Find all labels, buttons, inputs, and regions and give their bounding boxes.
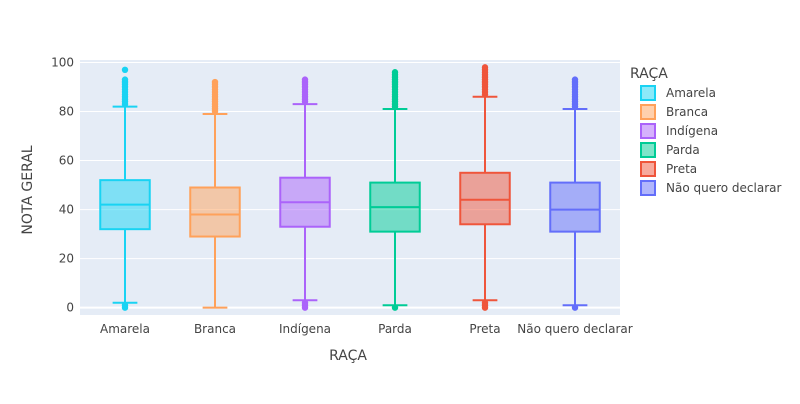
outlier-point (121, 66, 129, 74)
outlier-point (571, 76, 579, 83)
legend-title: RAÇA (630, 66, 668, 82)
legend-label: Branca (666, 105, 708, 119)
legend-swatch (640, 142, 656, 158)
box-trace-0 (99, 66, 151, 311)
legend-swatch (640, 85, 656, 101)
x-tick-label: Amarela (100, 322, 150, 336)
x-tick-label: Indígena (279, 322, 331, 336)
box-trace-3 (369, 69, 421, 311)
x-axis-title: RAÇA (329, 348, 367, 364)
legend-item[interactable]: Preta (640, 161, 697, 177)
outlier-point (121, 76, 129, 83)
y-axis-title: NOTA GERAL (20, 145, 36, 234)
y-tick-label: 0 (66, 301, 74, 315)
outlier-point (121, 301, 129, 309)
legend-swatch (640, 123, 656, 139)
box-traces (99, 64, 601, 311)
legend: RAÇA Amarela Branca Indígena Parda Preta Não … (630, 66, 781, 196)
x-tick-label: Preta (469, 322, 500, 336)
y-tick-label: 20 (59, 252, 74, 266)
outlier-point (301, 76, 309, 83)
outlier-point (391, 304, 399, 311)
legend-item[interactable]: Branca (640, 104, 708, 120)
legend-label: Indígena (666, 124, 718, 138)
outlier-point (211, 78, 219, 86)
legend-swatch (640, 104, 656, 120)
x-tick-labels: Amarela Branca Indígena Parda Preta Não quero… (100, 322, 633, 336)
legend-swatch (640, 161, 656, 177)
outlier-point (481, 64, 489, 71)
x-tick-label: Não quero declarar (517, 322, 632, 336)
x-tick-label: Branca (194, 322, 236, 336)
iqr-box (549, 181, 601, 233)
y-tick-label: 100 (51, 55, 74, 69)
y-tick-label: 80 (59, 104, 74, 118)
legend-label: Preta (666, 162, 697, 176)
outlier-point (571, 304, 579, 311)
outlier-point (391, 69, 399, 76)
legend-label: Amarela (666, 86, 716, 100)
legend-item[interactable]: Amarela (640, 85, 716, 101)
legend-item[interactable]: Não quero declarar (640, 180, 781, 196)
outlier-point (301, 299, 309, 306)
legend-item[interactable]: Indígena (640, 123, 718, 139)
y-tick-label: 60 (59, 154, 74, 168)
legend-label: Parda (666, 143, 700, 157)
x-tick-label: Parda (378, 322, 412, 336)
box-trace-4 (459, 64, 511, 311)
legend-item[interactable]: Parda (640, 142, 700, 158)
box-trace-1 (189, 78, 241, 309)
y-tick-labels: 0 20 40 60 80 100 (51, 55, 74, 314)
outlier-point (481, 299, 489, 306)
plot-background (80, 60, 620, 315)
box-trace-2 (279, 76, 331, 311)
iqr-box (189, 186, 241, 238)
y-tick-label: 40 (59, 203, 74, 217)
grid-lines (80, 61, 620, 309)
iqr-box (459, 171, 511, 226)
box-trace-5 (549, 76, 601, 311)
legend-label: Não quero declarar (666, 181, 781, 195)
legend-swatch (640, 180, 656, 196)
